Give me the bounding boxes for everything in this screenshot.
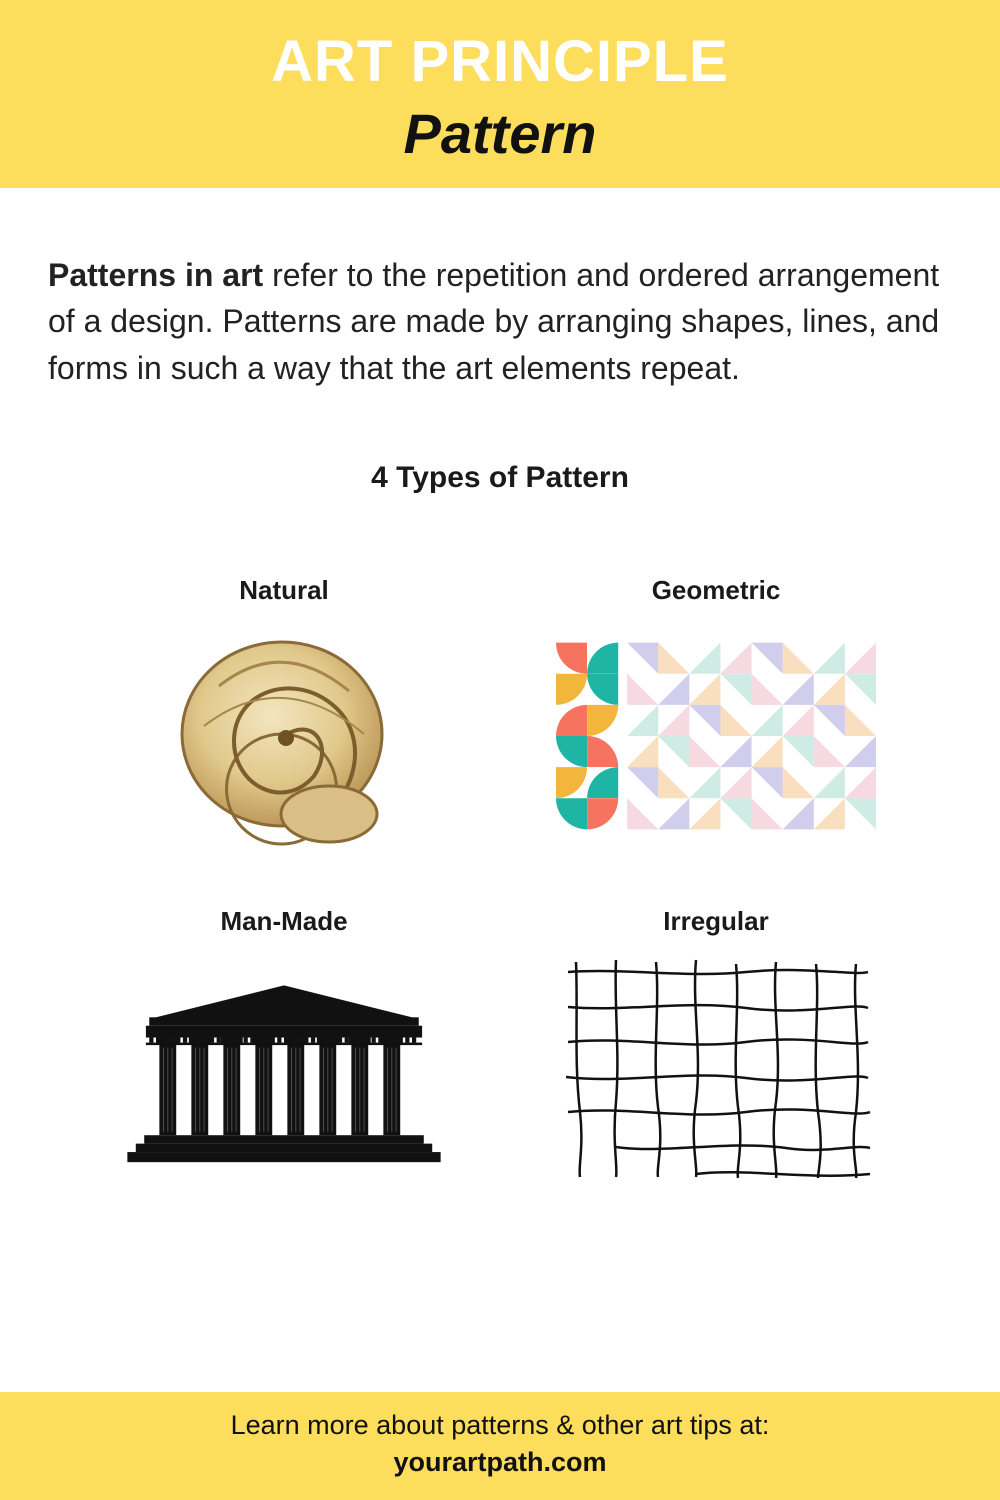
section-title: 4 Types of Pattern [347, 461, 653, 495]
footer-site: yourartpath.com [0, 1447, 1000, 1478]
types-grid: Natural [48, 575, 952, 1177]
type-label: Geometric [520, 575, 912, 606]
geometric-pattern-icon [556, 626, 876, 846]
header-band: ART PRINCIPLE Pattern [0, 0, 1000, 188]
header-title: ART PRINCIPLE [0, 28, 1000, 95]
parthenon-icon [124, 957, 444, 1177]
warped-grid-icon [556, 957, 876, 1177]
type-natural: Natural [88, 575, 480, 846]
type-irregular: Irregular [520, 906, 912, 1177]
type-geometric: Geometric [520, 575, 912, 846]
type-label: Natural [88, 575, 480, 606]
infographic-page: ART PRINCIPLE Pattern Patterns in art re… [0, 0, 1000, 1500]
header-subtitle: Pattern [0, 101, 1000, 166]
footer-band: Learn more about patterns & other art ti… [0, 1392, 1000, 1500]
body-area: Patterns in art refer to the repetition … [0, 216, 1000, 1177]
type-label: Man-Made [88, 906, 480, 937]
shell-icon [124, 626, 444, 846]
footer-lead: Learn more about patterns & other art ti… [0, 1410, 1000, 1441]
spacer [0, 188, 1000, 216]
type-label: Irregular [520, 906, 912, 937]
type-man-made: Man-Made [88, 906, 480, 1177]
definition-text: Patterns in art refer to the repetition … [48, 252, 952, 391]
definition-lead: Patterns in art [48, 252, 263, 298]
definition-lead-text: Patterns in art [48, 257, 263, 293]
section-title-wrap: 4 Types of Pattern [48, 461, 952, 495]
